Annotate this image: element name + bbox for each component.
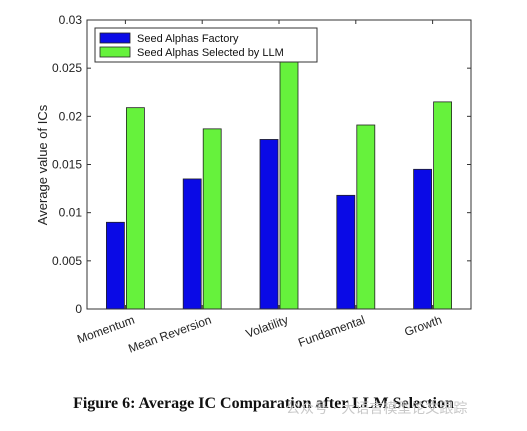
- legend-swatch: [99, 46, 131, 58]
- y-tick-label: 0.005: [52, 254, 82, 268]
- x-tick-label: Growth: [402, 313, 443, 339]
- bar-factory-volatility: [259, 139, 279, 310]
- bar-llm-volatility: [279, 61, 299, 310]
- legend-box: [94, 27, 318, 63]
- y-tick-label: 0.03: [59, 13, 83, 27]
- x-tick-label: Volatility: [244, 313, 290, 341]
- y-tick-label: 0.015: [52, 158, 82, 172]
- y-tick-label: 0.025: [52, 61, 82, 75]
- legend: Seed Alphas Factory Seed Alphas Selected …: [94, 27, 318, 63]
- y-tick-label: 0.01: [59, 206, 83, 220]
- x-tick-label: Mean Reversion: [126, 313, 213, 356]
- bar-llm-fundamental: [356, 124, 376, 310]
- x-tick-label: Fundamental: [296, 313, 367, 350]
- y-tick-label: 0.02: [59, 109, 83, 123]
- bar-llm-growth: [433, 101, 453, 310]
- bar-factory-growth: [413, 168, 433, 310]
- legend-label: Seed Alphas Factory: [137, 33, 239, 45]
- legend-swatch: [99, 32, 131, 44]
- bars-group: [106, 61, 453, 310]
- figure-caption: Figure 6: Average IC Comparation after L…: [73, 395, 454, 412]
- y-tick-label: 0: [75, 302, 82, 316]
- bar-factory-fundamental: [336, 194, 356, 310]
- y-axis-title: Average value of ICs: [35, 104, 50, 225]
- y-axis: 0 0.005 0.01 0.015 0.02 0.025 0.03: [52, 13, 471, 316]
- bar-llm-momentum: [126, 107, 145, 310]
- bar-llm-mean-reversion: [202, 128, 222, 310]
- bar-factory-mean-reversion: [182, 178, 202, 310]
- bar-factory-momentum: [106, 221, 125, 310]
- legend-label: Seed Alphas Selected by LLM: [137, 47, 284, 59]
- watermark: 公众号 · 大语言模型论文跟踪: [286, 401, 468, 417]
